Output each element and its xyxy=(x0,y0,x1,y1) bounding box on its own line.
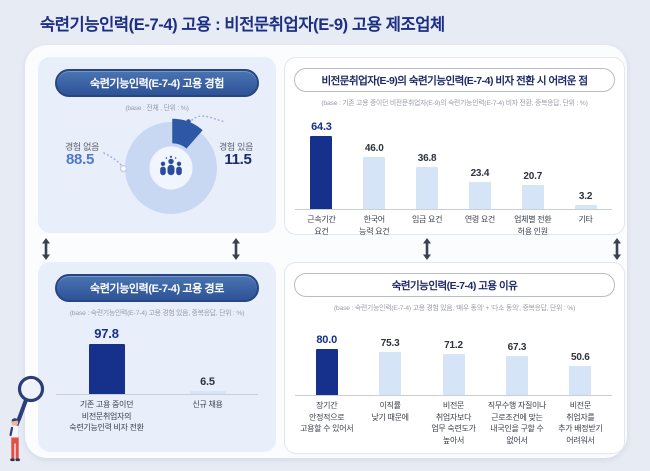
bar-group: 64.3 xyxy=(295,121,348,209)
bar xyxy=(363,157,386,209)
person-magnifier-illustration xyxy=(9,375,45,462)
bar-label: 업체별 전환 허용 인원 xyxy=(514,215,552,236)
bar-label: 근속기간 요건 xyxy=(307,215,336,236)
bar-label: 연령 요건 xyxy=(464,215,495,224)
donut-wedge-slice xyxy=(172,118,203,149)
donut-ring-slice xyxy=(125,122,217,214)
bar-label: 장기간 안정적으로 고용할 수 있어서 xyxy=(300,401,354,433)
bar xyxy=(416,167,439,209)
base-note: (base : 숙련기능인력(E-7-4) 고용 경험 있음, 중복응답, 단위… xyxy=(69,310,245,317)
bar-label: 기타 xyxy=(578,215,593,224)
donut-label-no-experience: 경험 없음 xyxy=(64,142,100,152)
bar-value: 75.3 xyxy=(380,338,400,349)
bar xyxy=(521,185,544,209)
bar-label: 임금 요건 xyxy=(411,215,443,224)
bar-label: 비전문 취업자를 추가 배정받기 어려워서 xyxy=(558,401,603,445)
connector-arrow-icon xyxy=(232,238,240,260)
bar-chart-reasons: 80.0 75.3 71.2 67.3 50.6 장기간 안정적으로 고용할 수 있어서… xyxy=(295,333,612,446)
bar-group: 80.0 xyxy=(295,334,358,395)
base-note: (base : 기존 고용 중이던 비전문취업자(E-9)의 숙련기능인력(E-… xyxy=(321,100,588,107)
bar xyxy=(574,205,597,209)
connector-arrow-icon xyxy=(42,238,50,260)
labels-area: 기존 고용 중이던 비전문취업자의 숙련기능인력 비자 전환 신규 채용 xyxy=(56,395,258,434)
bar-group: 3.2 xyxy=(559,191,612,209)
bar-label: 신규 채용 xyxy=(192,400,223,409)
bar-group: 50.6 xyxy=(549,352,612,395)
bar-value: 23.4 xyxy=(470,168,490,179)
bars-area: 80.0 75.3 71.2 67.3 50.6 xyxy=(295,333,612,396)
bar-group: 71.2 xyxy=(422,340,485,395)
bar xyxy=(505,356,528,395)
bar-group: 36.8 xyxy=(401,153,454,209)
panel-title-pill: 숙련기능인력(E-7-4) 고용 경로 xyxy=(55,274,259,302)
bar-value: 6.5 xyxy=(200,376,215,388)
bar-group: 75.3 xyxy=(358,338,421,395)
panel-title-pill: 숙련기능인력(E-7-4) 고용 경험 xyxy=(55,69,259,97)
bars-area: 64.3 46.0 36.8 23.4 20.7 3.2 xyxy=(295,116,612,210)
page-title: 숙련기능인력(E-7-4) 고용 : 비전문취업자(E-9) 고용 제조업체 xyxy=(40,16,445,34)
leader-line-left xyxy=(103,152,122,166)
bar-group: 23.4 xyxy=(453,168,506,209)
people-icon xyxy=(160,155,182,176)
bar-value: 36.8 xyxy=(417,153,437,164)
bar-value: 3.2 xyxy=(578,191,593,202)
leader-dot-left xyxy=(119,164,128,173)
panel-title-pill: 비전문취업자(E-9)의 숙련기능인력(E-7-4) 비자 전환 시 어려운 점 xyxy=(294,68,615,92)
bar-group: 6.5 xyxy=(157,376,258,394)
bar-group: 20.7 xyxy=(506,171,559,209)
panel-visa-difficulties: 비전문취업자(E-9)의 숙련기능인력(E-7-4) 비자 전환 시 어려운 점… xyxy=(284,57,625,237)
bar xyxy=(310,136,333,209)
bar-value: 71.2 xyxy=(444,340,463,351)
bars-area: 97.8 6.5 xyxy=(56,317,258,395)
connector-arrow-icon xyxy=(423,238,431,260)
bar-label: 비전문 취업자보다 업무 숙련도가 높아서 xyxy=(431,401,476,445)
bar-label: 기존 고용 중이던 비전문취업자의 숙련기능인력 비자 전환 xyxy=(69,400,144,432)
bar-value: 67.3 xyxy=(507,342,527,353)
bar xyxy=(442,354,465,395)
panel-employment-experience: 숙련기능인력(E-7-4) 고용 경험 (base : 전체 , 단위 : %)… xyxy=(38,57,276,233)
bar-value: 64.3 xyxy=(311,121,332,133)
bar-label: 직무수행 자질이나 근로조건에 맞는 내국인을 구할 수 없어서 xyxy=(487,401,547,445)
bar-label: 이직률 낮기 때문에 xyxy=(371,401,409,422)
bar-chart-path: 97.8 6.5 기존 고용 중이던 비전문취업자의 숙련기능인력 비자 전환 신규… xyxy=(56,317,258,434)
bar-value: 80.0 xyxy=(316,334,337,346)
bar xyxy=(315,349,338,395)
base-note: (base : 숙련기능인력(E-7-4) 고용 경험 있음, '매우 동의' … xyxy=(333,305,576,312)
bar xyxy=(189,391,226,394)
bar-value: 46.0 xyxy=(364,143,384,154)
bar xyxy=(468,182,491,209)
donut-value-no-experience: 88.5 xyxy=(66,151,94,168)
bar xyxy=(379,352,402,395)
panel-title-pill: 숙련기능인력(E-7-4) 고용 이유 xyxy=(294,273,615,297)
donut-label-has-experience: 경험 있음 xyxy=(218,142,254,152)
donut-chart xyxy=(103,115,226,214)
bar-label: 한국어 능력 요건 xyxy=(359,215,390,236)
leader-line-right xyxy=(191,115,226,123)
bar-group: 97.8 xyxy=(56,326,157,394)
labels-area: 근속기간 요건 한국어 능력 요건 임금 요건 연령 요건 업체별 전환 허용 인원 기타 xyxy=(295,210,612,237)
bar-value: 50.6 xyxy=(570,352,590,363)
connector-arrow-icon xyxy=(613,238,621,260)
bar-group: 67.3 xyxy=(485,342,548,395)
leader-dot-right xyxy=(186,119,191,124)
donut-value-has-experience: 11.5 xyxy=(224,151,252,168)
bar xyxy=(569,366,592,395)
labels-area: 장기간 안정적으로 고용할 수 있어서 이직률 낮기 때문에 비전문 취업자보다 업… xyxy=(295,396,612,446)
bar-group: 46.0 xyxy=(348,143,401,209)
base-note: (base : 전체 , 단위 : %) xyxy=(125,105,189,112)
bar xyxy=(88,344,125,394)
bar-chart-difficulties: 64.3 46.0 36.8 23.4 20.7 3.2 근속기간 요건 한국어 능력 요건… xyxy=(295,116,612,237)
bar-value: 20.7 xyxy=(523,171,543,182)
bar-value: 97.8 xyxy=(94,326,119,341)
panel-employment-reasons: 숙련기능인력(E-7-4) 고용 이유 (base : 숙련기능인력(E-7-4… xyxy=(284,262,625,454)
panel-employment-path: 숙련기능인력(E-7-4) 고용 경로 (base : 숙련기능인력(E-7-4… xyxy=(38,262,276,452)
